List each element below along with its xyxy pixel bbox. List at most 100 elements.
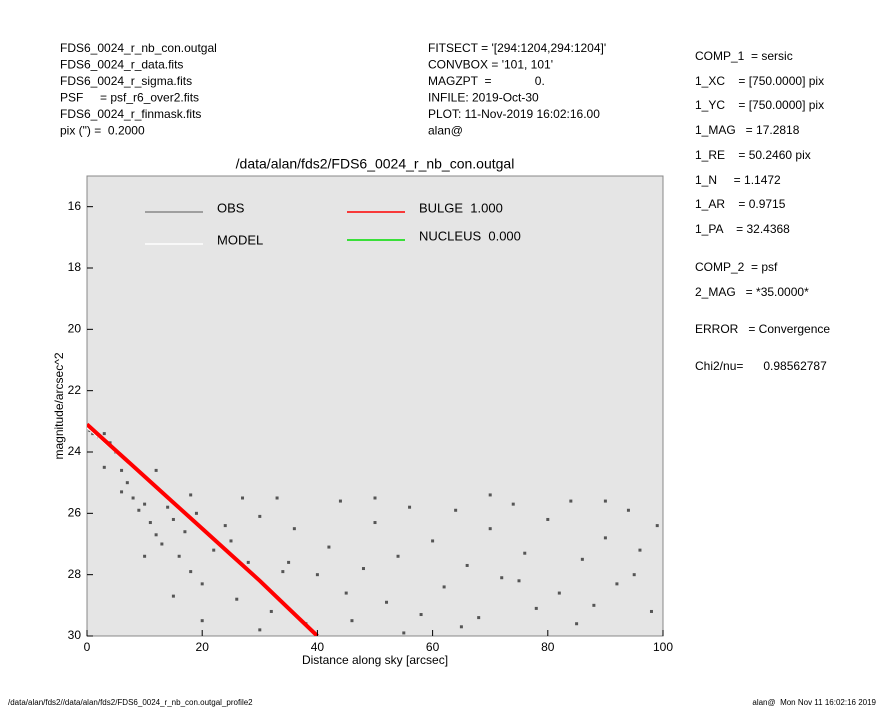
footer-right: alan@ Mon Nov 11 16:02:16 2019 [752, 698, 876, 707]
legend-label: OBS [217, 200, 245, 215]
fit-parameter: 1_N = 1.1472 [695, 173, 781, 187]
data-point [523, 551, 527, 555]
data-point [258, 628, 262, 632]
data-point [154, 533, 158, 537]
data-point [454, 508, 458, 512]
y-tick-label: 24 [68, 444, 82, 458]
header-left-line: FDS6_0024_r_data.fits [60, 58, 183, 72]
data-point [557, 591, 561, 595]
data-point [120, 490, 124, 494]
y-axis-label: magnitude/arcsec^2 [52, 352, 66, 459]
data-point [511, 502, 515, 506]
data-point [148, 521, 152, 525]
data-point [223, 524, 227, 528]
data-point [477, 616, 481, 620]
x-tick-label: 80 [541, 640, 555, 654]
data-point [200, 619, 204, 623]
fit-parameter: 1_MAG = 17.2818 [695, 123, 800, 137]
fit-parameter: COMP_1 = sersic [695, 49, 793, 63]
data-point [160, 542, 164, 546]
header-left-line: pix (") = 0.2000 [60, 124, 145, 138]
data-point [171, 517, 175, 521]
data-point [402, 631, 406, 635]
y-tick-label: 26 [68, 506, 82, 520]
header-middle-line: alan@ [428, 124, 463, 138]
data-point [246, 560, 250, 564]
data-point [327, 545, 331, 549]
y-tick-label: 16 [68, 199, 82, 213]
header-middle-line: INFILE: 2019-Oct-30 [428, 91, 539, 105]
fit-parameter: 1_AR = 0.9715 [695, 197, 786, 211]
data-point [546, 517, 550, 521]
y-tick-label: 22 [68, 383, 82, 397]
data-point [275, 496, 279, 500]
header-left-line: FDS6_0024_r_nb_con.outgal [60, 41, 217, 55]
data-point [488, 527, 492, 531]
series-line [87, 422, 319, 636]
header-middle-line: CONVBOX = '101, 101' [428, 58, 553, 72]
header-middle-line: MAGZPT = 0. [428, 74, 545, 88]
data-point [183, 530, 187, 534]
data-point [212, 548, 216, 552]
data-point [373, 496, 377, 500]
data-point [442, 585, 446, 589]
header-left-line: FDS6_0024_r_sigma.fits [60, 74, 192, 88]
data-point [569, 499, 573, 503]
data-point [459, 625, 463, 629]
y-tick-label: 30 [68, 628, 82, 642]
y-tick-label: 28 [68, 567, 82, 581]
data-point [177, 554, 181, 558]
footer-left: /data/alan/fds2//data/alan/fds2/FDS6_002… [8, 698, 253, 707]
data-point [315, 573, 319, 577]
data-point [235, 597, 239, 601]
fit-parameter: Chi2/nu= 0.98562787 [695, 359, 827, 373]
data-point [344, 591, 348, 595]
fit-parameter: 2_MAG = *35.0000* [695, 285, 809, 299]
y-tick-label: 18 [68, 260, 82, 274]
data-point [638, 548, 642, 552]
fit-parameter: COMP_2 = psf [695, 260, 778, 274]
data-point [361, 567, 365, 571]
data-point [241, 496, 245, 500]
data-point [373, 521, 377, 525]
data-point [102, 465, 106, 469]
data-point [229, 539, 233, 543]
data-point [125, 481, 129, 485]
fit-parameter: 1_PA = 32.4368 [695, 222, 790, 236]
data-point [592, 603, 596, 607]
data-point [385, 600, 389, 604]
data-point [534, 606, 538, 610]
data-point [408, 505, 412, 509]
data-point [517, 579, 521, 583]
data-point [575, 622, 579, 626]
data-point [431, 539, 435, 543]
data-point [143, 502, 147, 506]
x-tick-label: 20 [196, 640, 210, 654]
legend-label: BULGE 1.000 [419, 200, 503, 215]
data-point [603, 499, 607, 503]
data-point [143, 554, 147, 558]
data-point [189, 570, 193, 574]
data-point [287, 560, 291, 564]
legend-label: NUCLEUS 0.000 [419, 228, 521, 243]
x-tick-label: 0 [84, 640, 91, 654]
data-point [137, 508, 141, 512]
legend-label: MODEL [217, 232, 263, 247]
fit-parameter: 1_XC = [750.0000] pix [695, 74, 824, 88]
data-point [338, 499, 342, 503]
data-point [166, 505, 170, 509]
data-point [258, 514, 262, 518]
data-point [603, 536, 607, 540]
x-tick-label: 60 [426, 640, 440, 654]
x-tick-label: 100 [653, 640, 673, 654]
data-point [120, 468, 124, 472]
data-point [580, 557, 584, 561]
data-point [281, 570, 285, 574]
header-left-line: PSF = psf_r6_over2.fits [60, 91, 199, 105]
data-point [632, 573, 636, 577]
fit-parameter: 1_YC = [750.0000] pix [695, 98, 824, 112]
data-point [350, 619, 354, 623]
fit-parameter: ERROR = Convergence [695, 322, 830, 336]
x-tick-label: 40 [311, 640, 325, 654]
data-point [154, 468, 158, 472]
